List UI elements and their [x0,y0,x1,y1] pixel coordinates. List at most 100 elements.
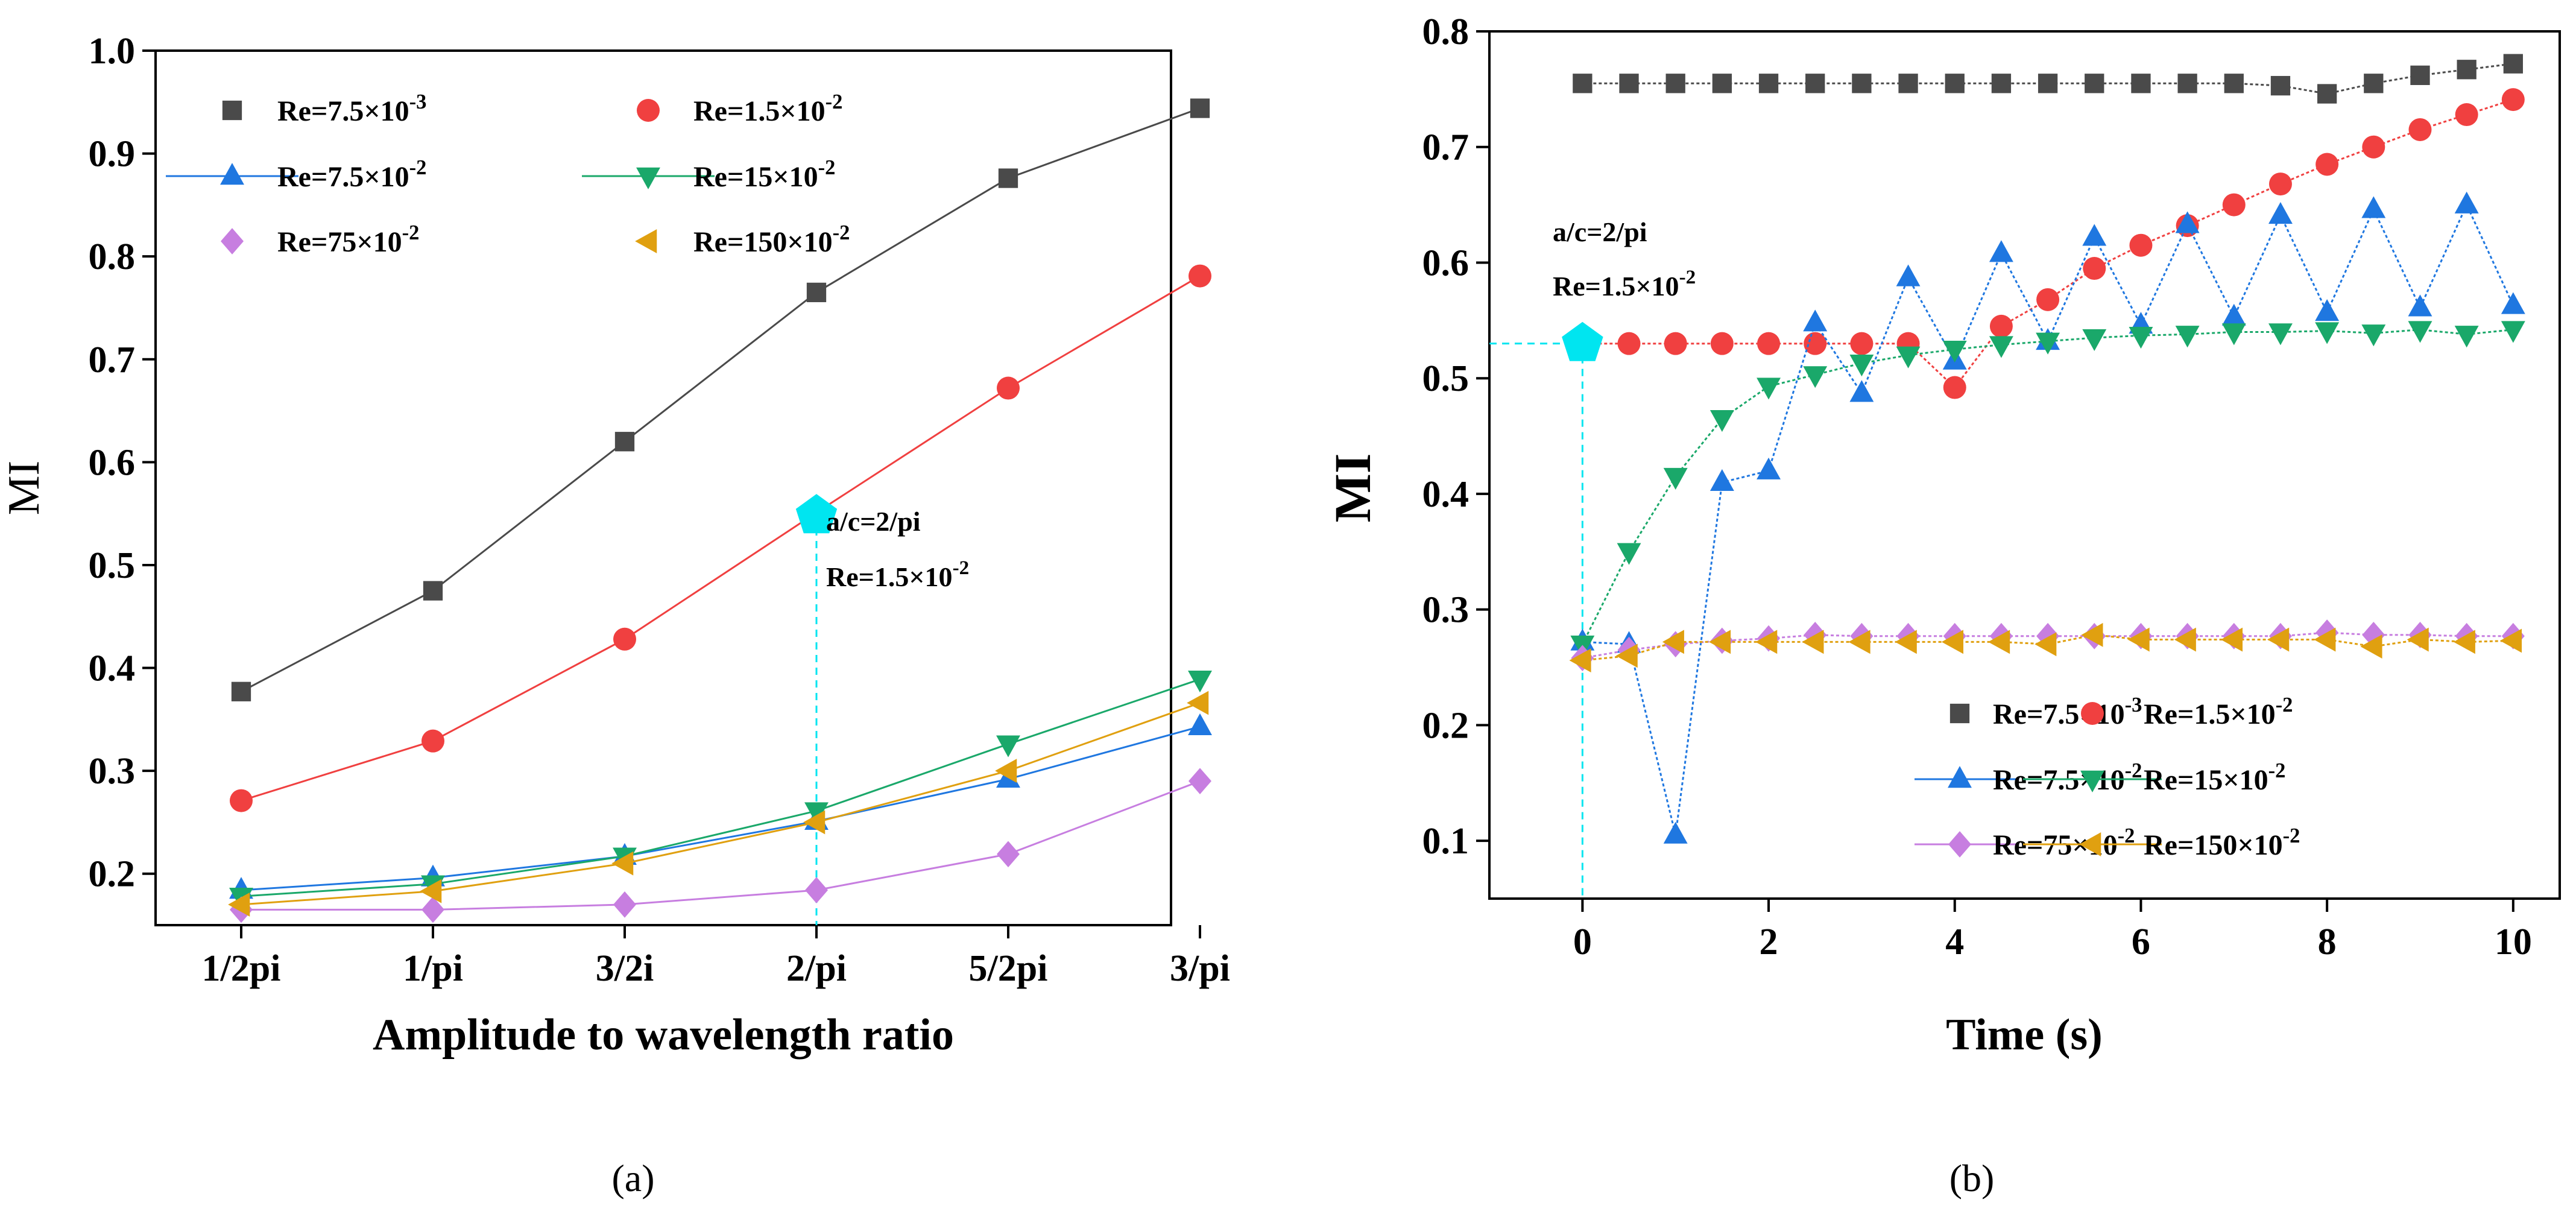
data-point [1803,366,1828,388]
data-point [1945,74,1965,93]
legend-marker [637,99,660,122]
x-tick-label: 2/pi [786,948,847,989]
data-point [1989,240,2013,262]
annotation-text: a/c=2/pi [826,506,921,537]
legend-marker [222,100,242,121]
data-point [2501,88,2525,112]
data-point [1189,768,1211,795]
data-point [1989,314,2013,338]
data-point [2270,75,2291,96]
data-point [2174,627,2196,652]
data-point [1663,467,1688,490]
legend-marker [2080,770,2104,792]
data-point [228,892,250,917]
data-point [1755,630,1778,654]
data-point [2036,288,2060,311]
data-point [997,376,1020,400]
x-axis-title: Amplitude to wavelength ratio [373,1010,954,1060]
data-point [1662,630,1684,654]
x-tick-label: 3/2i [596,948,654,989]
data-point [2316,153,2339,176]
data-point [1573,74,1593,93]
panel-b-chart: 0.1 0.2 0.3 0.4 0.5 0.6 0.7 0.8 0 2 4 6 8 10 Time (s) M… [1324,11,2561,1200]
y-tick-label: 0.5 [1422,358,1470,399]
x-tick-label: 0 [1573,922,1592,963]
series-line [1582,202,2514,835]
y-tick-label: 0.1 [1422,821,1470,862]
data-point [2454,191,2479,213]
x-tick-label: 2 [1760,922,1778,963]
plot-frame [1488,30,2561,900]
data-point [998,168,1018,188]
data-point [1895,630,1917,654]
data-point [2361,196,2386,218]
data-point [1617,543,1641,565]
data-point [2081,622,2103,647]
data-point [2221,303,2246,326]
data-point [2408,118,2432,141]
data-point [1849,380,1874,402]
series-line [241,780,1201,911]
x-tick-label: 10 [2495,922,2532,963]
data-point [2360,634,2382,659]
data-point [1803,309,1828,332]
data-point [1941,630,1963,654]
data-point [2131,74,2151,93]
x-tick-label: 5/2pi [969,948,1048,989]
data-point [1709,630,1731,654]
legend-marker [2079,832,2101,856]
series-line [241,275,1201,802]
data-point [2408,321,2432,343]
data-point [2408,294,2432,317]
data-point [2364,74,2384,93]
y-axis-title: MI [0,461,49,515]
x-tick-label: 4 [1945,922,1964,963]
data-point [2177,74,2197,93]
data-point [2224,74,2244,93]
data-point [1712,74,1732,93]
data-point [2175,211,2200,233]
data-point [423,581,443,601]
y-tick-label: 0.2 [1422,705,1470,746]
x-tick-label: 1/pi [403,948,463,989]
data-point [2267,627,2290,652]
series-line [241,678,1201,897]
data-point [804,802,829,824]
legend-label: Re=7.5×10-3 [277,90,426,127]
x-axis-title: Time (s) [1946,1010,2103,1060]
panel-a-chart: 0.2 0.3 0.4 0.5 0.6 0.7 0.8 0.9 1.0 1/2pi 1/pi 3/2i… [0,31,1230,1200]
series-line [241,702,1201,906]
series-line [1582,63,2513,95]
legend-marker [221,228,244,255]
y-tick-label: 0.3 [1422,590,1470,631]
x-tick-label: 8 [2318,922,2337,963]
data-point [2457,60,2477,80]
data-point [1757,332,1781,355]
y-tick-label: 0.7 [89,340,136,381]
panel-label: (b) [1949,1157,1995,1200]
data-point [2082,224,2107,246]
data-point [1898,74,1918,93]
data-point [1896,346,1921,368]
data-point [1188,671,1212,693]
data-point [1190,98,1210,118]
data-point [1850,332,1874,355]
data-point [421,896,444,923]
data-point [2407,627,2429,652]
data-point [421,729,444,753]
data-point [2454,326,2479,348]
data-point [2127,627,2150,652]
legend-marker [220,163,244,185]
data-point [1615,643,1638,668]
data-point [1619,74,1639,93]
legend-label: Re=150×10-2 [2144,824,2300,861]
data-point [1569,648,1591,672]
data-point [1849,355,1874,377]
data-point [611,851,634,876]
data-point [1852,74,1872,93]
data-point [2222,193,2246,217]
legend-label: Re=7.5×10-2 [277,156,426,193]
data-point [1187,691,1209,715]
data-point [2317,84,2337,104]
data-point [1804,332,1827,355]
